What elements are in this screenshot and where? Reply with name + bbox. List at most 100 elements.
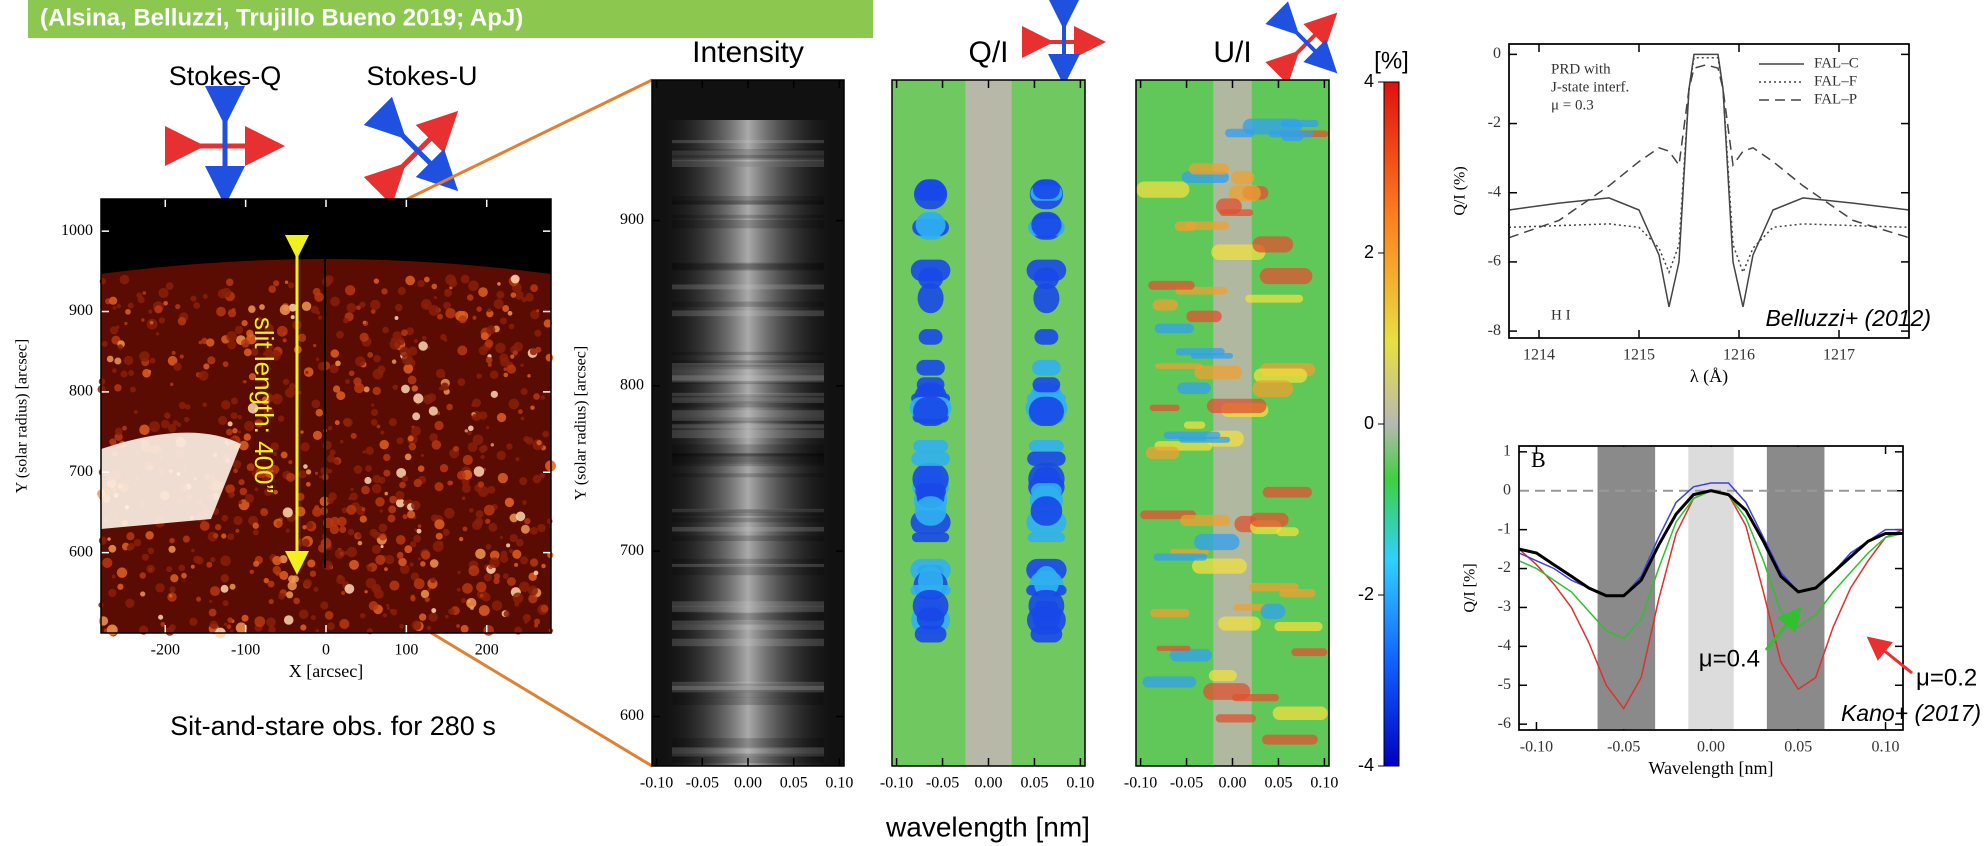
x-tick-label: 0.10 [1310,775,1338,792]
granule [356,305,361,311]
annotation-arrow [1764,606,1802,651]
granule [545,353,554,362]
granule [149,320,154,325]
plage [101,432,241,529]
blob [1033,282,1060,314]
granule [117,583,124,590]
granule [243,348,252,357]
granule [146,564,155,574]
granule [462,583,473,594]
granule [329,449,336,456]
granule [520,388,528,396]
granule [336,391,346,401]
granule [371,544,382,554]
granule [530,284,539,293]
blob [1027,451,1066,466]
granule [139,424,150,435]
granule [345,379,350,384]
granule [202,293,208,299]
granule [133,538,142,547]
granule [518,409,523,415]
granule [525,292,534,302]
granule [288,460,293,465]
granule [527,585,538,596]
streak [1245,294,1304,303]
granule [366,566,373,572]
granule [114,384,122,392]
granule [267,465,273,472]
streak [1253,368,1308,383]
granule [232,427,238,434]
granule [411,620,422,631]
granule [283,615,294,625]
granule [302,524,307,530]
granule [448,608,455,615]
stripe [672,462,824,467]
granule [179,354,184,359]
granule [383,469,391,477]
granule [168,594,173,598]
granule [372,368,384,380]
streak [1169,648,1212,662]
granule [329,524,340,535]
stripe [672,150,824,161]
x-tick-label: 1215 [1623,347,1655,364]
granule [533,618,541,625]
granule [267,580,275,588]
streak [1149,404,1180,412]
granule [243,380,247,384]
granule [221,514,229,522]
granule [175,304,181,310]
granule [401,329,408,337]
legend-label: FAL–F [1814,73,1857,89]
granule [512,592,524,604]
granule [467,430,472,436]
granule [514,562,519,567]
granule [491,600,503,611]
granule [311,399,321,409]
granule [108,588,117,598]
granule [139,351,150,362]
x-tick-label: 0.00 [975,775,1003,792]
y-axis-title: Y (solar radius) [arcsec] [14,339,31,493]
granule [127,302,134,309]
granule [343,418,353,428]
granule [208,608,217,617]
granule [284,280,289,284]
granule [410,596,416,602]
granule [305,481,311,487]
granule [227,340,237,350]
y-tick-label: -4 [1498,637,1511,654]
granule [322,440,332,450]
granule [430,577,436,584]
granule [368,601,379,611]
granule [221,533,227,539]
element-label: H I [1551,307,1571,323]
blob [1030,496,1063,526]
granule [298,390,302,395]
granule [394,316,399,320]
granule [169,382,174,387]
granule [476,306,482,312]
granule [532,474,542,484]
annotation: μ=0.2 [1916,664,1977,691]
granule [303,578,312,588]
credit: Kano+ (2017) [1841,700,1981,726]
granule [218,415,228,425]
granule [280,451,288,459]
stripe [672,301,824,307]
granule [209,620,219,630]
granule [395,498,405,508]
granule [379,509,383,513]
granule [456,624,460,628]
blob [911,532,950,543]
granule [356,533,362,538]
granule [362,320,367,325]
granule [149,420,161,432]
granule [230,629,234,633]
granule [386,606,390,610]
granule [367,351,374,358]
granule [258,398,263,404]
streak [1190,352,1234,359]
granule [198,370,209,381]
